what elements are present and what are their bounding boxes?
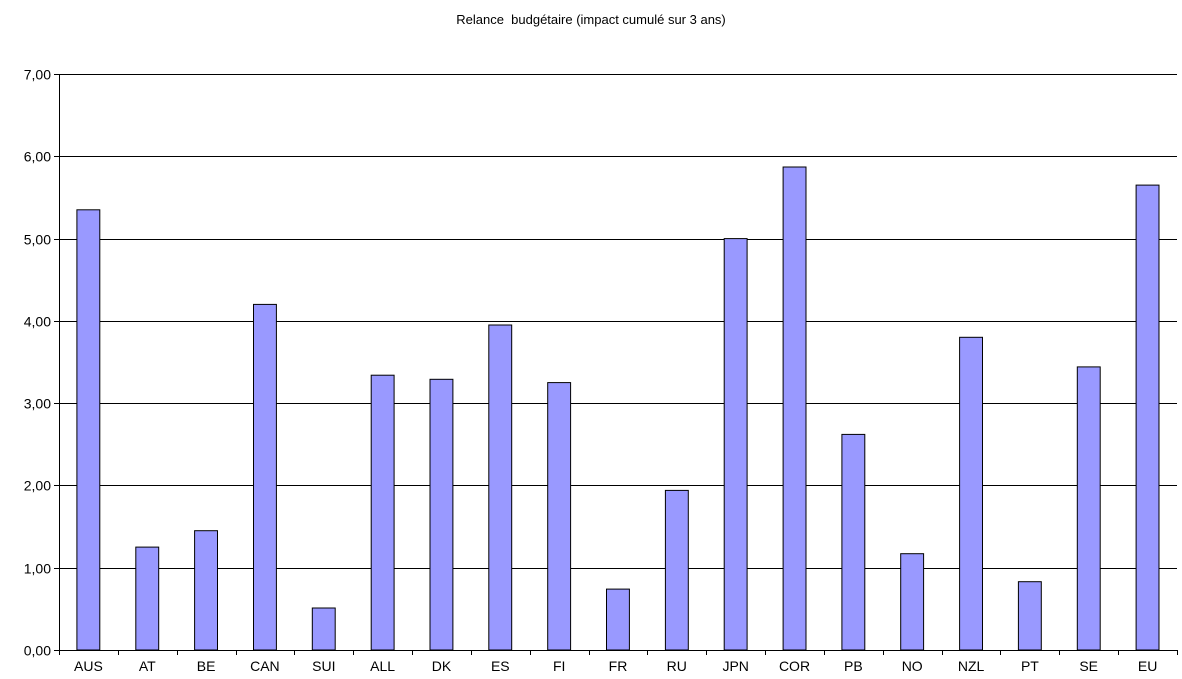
y-tick-label: 0,00 (24, 643, 51, 659)
x-tick-label: SE (1079, 658, 1098, 674)
gridlines (59, 74, 1177, 569)
x-tick-label: JPN (722, 658, 748, 674)
tick-labels: 0,00 1,00 2,00 3,00 4,00 5,00 6,00 7,00 AUS AT BE C… (24, 67, 1158, 675)
bar-all (370, 374, 395, 651)
bar-jpn (723, 238, 748, 651)
y-tick-label: 3,00 (24, 396, 51, 412)
x-tick-label: FR (609, 658, 628, 674)
axes (54, 74, 1178, 655)
bar-aus (76, 209, 101, 651)
bar-se (1076, 366, 1101, 651)
x-tick-label: RU (667, 658, 687, 674)
x-tick-label: AT (139, 658, 156, 674)
bars (76, 166, 1160, 651)
bar-sui (311, 607, 336, 651)
bar-can (253, 303, 277, 651)
bar-pt (1017, 581, 1042, 651)
bar-nzl (959, 336, 983, 651)
y-tick-label: 4,00 (24, 314, 51, 330)
chart-title: Relance budgétaire (impact cumulé sur 3 … (456, 12, 726, 27)
x-tick-label: PT (1021, 658, 1039, 674)
x-tick-label: ALL (370, 658, 395, 674)
y-tick-label: 7,00 (24, 67, 51, 83)
bar-dk (429, 378, 454, 651)
x-tick-label: NZL (958, 658, 985, 674)
x-tick-label: BE (197, 658, 216, 674)
bar-be (194, 530, 219, 651)
y-tick-label: 5,00 (24, 232, 51, 248)
bar-es (488, 324, 513, 651)
x-tick-label: ES (491, 658, 510, 674)
x-tick-label: SUI (312, 658, 335, 674)
bar-ru (664, 489, 689, 651)
x-tick-label: NO (902, 658, 923, 674)
bar-no (900, 553, 925, 651)
bar-fi (547, 382, 572, 651)
x-tick-label: CAN (250, 658, 280, 674)
y-tick-label: 2,00 (24, 478, 51, 494)
bar-at (135, 546, 160, 651)
x-tick-label: COR (779, 658, 810, 674)
x-tick-label: EU (1138, 658, 1157, 674)
bar-eu (1135, 184, 1160, 651)
x-tick-label: AUS (74, 658, 103, 674)
bar-pb (841, 433, 866, 651)
y-tick-label: 6,00 (24, 149, 51, 165)
x-tick-label: DK (432, 658, 452, 674)
x-tick-label: PB (844, 658, 863, 674)
y-tick-label: 1,00 (24, 561, 51, 577)
bar-fr (606, 588, 630, 651)
bar-cor (782, 166, 807, 651)
x-tick-label: FI (553, 658, 565, 674)
